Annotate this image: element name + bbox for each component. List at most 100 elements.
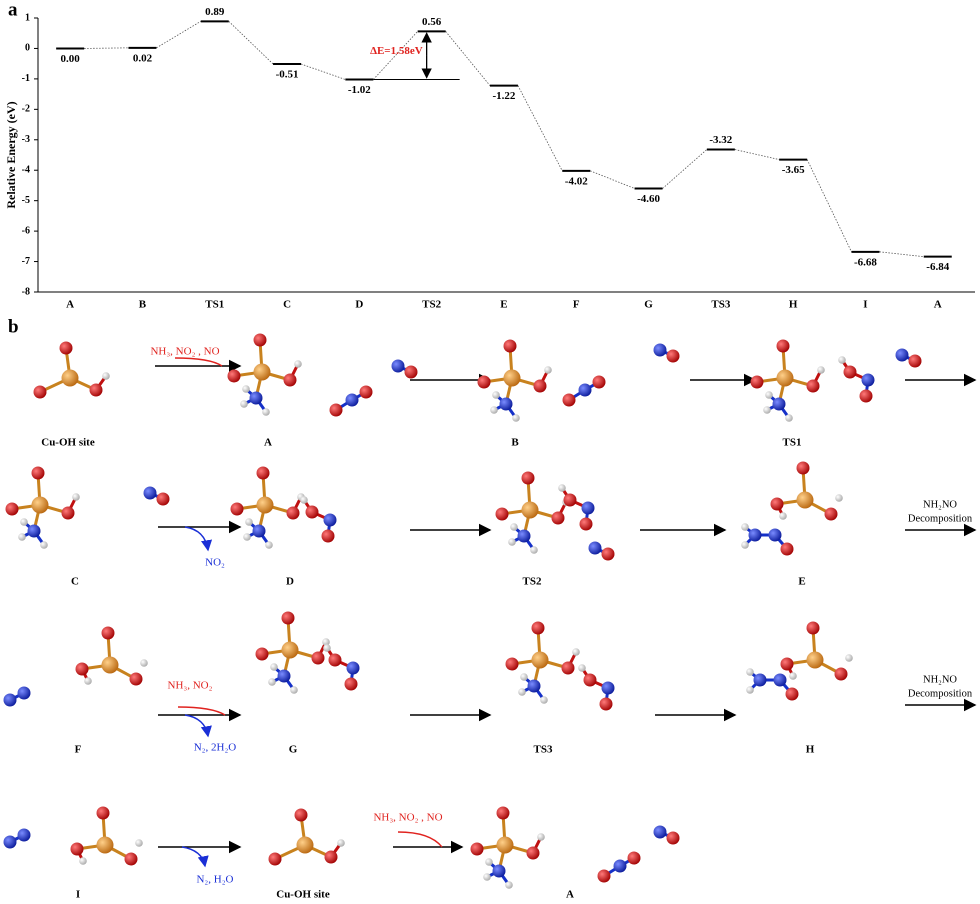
atom	[581, 501, 595, 515]
atom	[89, 383, 103, 397]
atom	[359, 385, 373, 399]
atom	[20, 518, 28, 526]
atom	[583, 673, 597, 687]
connector	[300, 63, 346, 80]
x-tick-label: F	[573, 299, 580, 311]
atom	[323, 513, 337, 527]
species-label: D	[286, 576, 294, 588]
atom	[17, 828, 31, 842]
atom	[281, 641, 299, 659]
atom	[592, 375, 606, 389]
atom	[101, 656, 119, 674]
connector	[373, 31, 418, 80]
atom	[5, 502, 19, 516]
atom	[245, 518, 253, 526]
panel-label: b	[8, 316, 19, 337]
product-label: N₂, H₂O	[196, 874, 233, 886]
atom	[531, 651, 549, 669]
atom	[526, 846, 540, 860]
atom	[599, 697, 613, 711]
atom	[470, 842, 484, 856]
atom	[337, 839, 345, 847]
mechanism: Cu-OH site A B TS1 NH₃, NO₂ , NO C D TS2…	[3, 333, 977, 901]
atom	[741, 541, 749, 549]
atom	[859, 389, 873, 403]
atom	[492, 391, 500, 399]
reagent-curve	[177, 706, 226, 716]
value-label: 0.02	[133, 52, 153, 64]
species-label: B	[511, 437, 519, 449]
atom	[627, 851, 641, 865]
atom	[253, 333, 267, 347]
process-label: NH₂NO	[923, 674, 957, 685]
atom	[59, 341, 73, 355]
atom	[521, 501, 539, 519]
atom	[834, 667, 848, 681]
process-label: Decomposition	[908, 688, 973, 699]
panel-label: a	[8, 0, 18, 20]
atom	[27, 524, 41, 538]
atom	[572, 648, 580, 656]
atom	[530, 546, 538, 554]
atom	[129, 672, 143, 686]
atom	[256, 466, 270, 480]
atom	[588, 541, 602, 555]
atom	[531, 621, 545, 635]
atom	[79, 857, 87, 865]
x-tick-label: TS3	[711, 299, 730, 311]
product-label: NO₂	[205, 557, 225, 569]
atom	[518, 688, 526, 696]
atom	[84, 677, 92, 685]
atom	[796, 461, 810, 475]
reagent-curve	[397, 831, 443, 848]
reagent-label: NH₃, NO₂	[168, 680, 213, 692]
atom	[61, 506, 75, 520]
product-curve	[184, 526, 213, 552]
y-tick-label: -6	[22, 225, 30, 236]
atom	[140, 659, 148, 667]
x-tick-label: A	[66, 299, 74, 311]
atom	[322, 638, 330, 646]
atom	[255, 647, 269, 661]
species-label: Cu-OH site	[276, 889, 330, 901]
atom	[806, 621, 820, 635]
process-label: NH₂NO	[923, 499, 957, 510]
atom	[124, 852, 138, 866]
atom	[499, 397, 513, 411]
atom	[520, 673, 528, 681]
x-tick-label: H	[789, 299, 798, 311]
y-tick-label: 0	[25, 43, 30, 54]
atom	[294, 808, 308, 822]
atom	[601, 681, 615, 695]
atom	[666, 831, 680, 845]
atom	[31, 496, 49, 514]
atom	[861, 373, 875, 387]
species-label: E	[798, 576, 805, 588]
atom	[521, 471, 535, 485]
atom	[17, 686, 31, 700]
atom	[294, 360, 302, 368]
atom	[780, 657, 794, 671]
species-label: A	[566, 889, 574, 901]
value-label: -3.65	[782, 164, 805, 176]
x-tick-label: E	[500, 299, 507, 311]
atom	[843, 365, 857, 379]
species-label: TS2	[523, 576, 542, 588]
atom	[323, 644, 331, 652]
atom	[296, 836, 314, 854]
value-label: -3.32	[709, 134, 732, 146]
atom	[18, 533, 26, 541]
atom	[785, 414, 793, 422]
atom	[597, 869, 611, 883]
species-label: TS1	[783, 437, 802, 449]
y-tick-label: -4	[22, 165, 30, 176]
x-tick-label: I	[863, 299, 867, 311]
value-label: -1.22	[492, 90, 515, 102]
y-tick-label: -2	[22, 104, 30, 115]
atom	[785, 687, 799, 701]
atom	[772, 397, 786, 411]
species-label: H	[806, 744, 815, 756]
atom	[230, 502, 244, 516]
atom	[240, 400, 248, 408]
